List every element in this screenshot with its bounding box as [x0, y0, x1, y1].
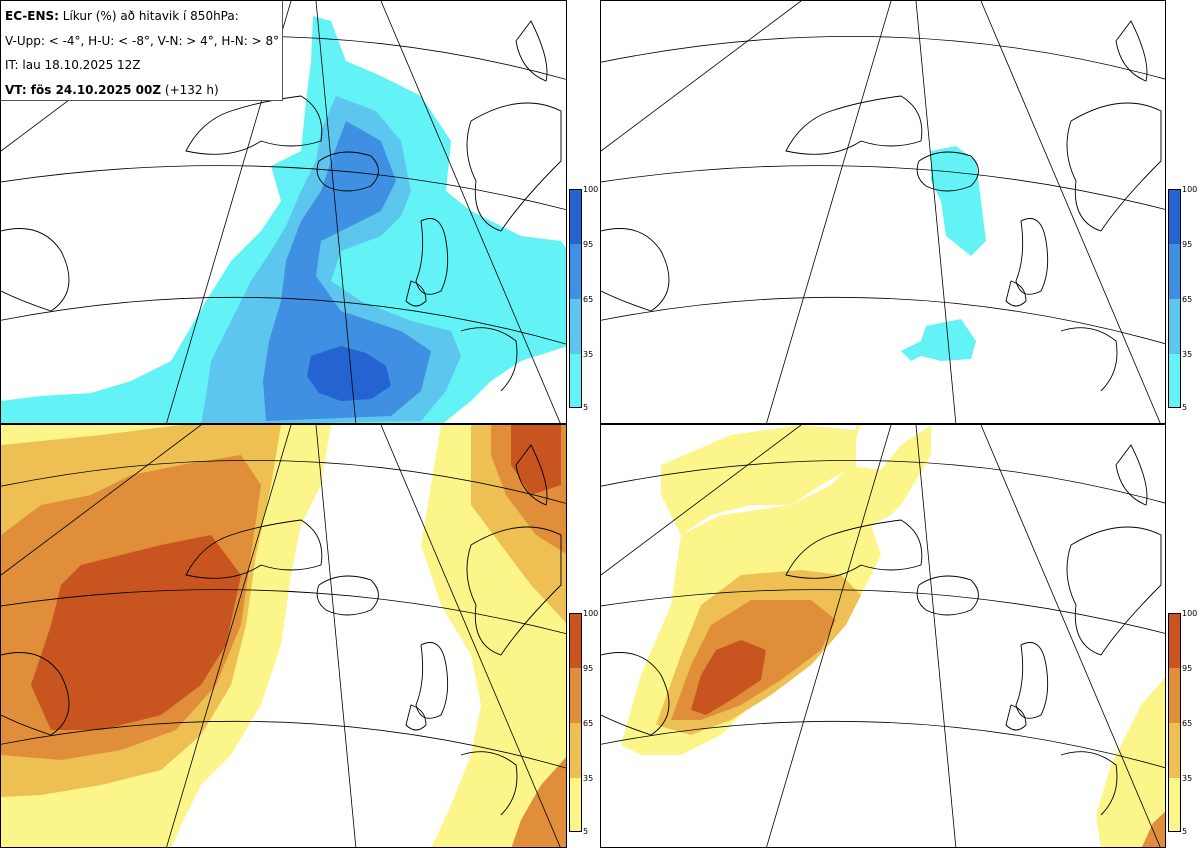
map-svg [601, 425, 1165, 847]
prob-region-5-b [901, 319, 976, 361]
cbar-tick-65: 65 [1182, 295, 1193, 304]
prob-region-5-a [931, 146, 986, 256]
colorbar-warm-1: 100 95 65 35 5 [569, 609, 599, 836]
colorbar-cold-1: 100 95 65 35 5 [569, 185, 599, 412]
coastlines [601, 444, 1162, 816]
cbar-tick-100: 100 [1182, 609, 1198, 618]
cbar-tick-95: 95 [1182, 664, 1193, 673]
map-panel-v-upp: EC-ENS: Líkur (%) að hitavik í 850hPa: V… [0, 0, 567, 424]
map-svg [1, 1, 566, 423]
lead-time: (+132 h) [164, 82, 219, 97]
map-svg [601, 1, 1165, 423]
categories-line: V-Upp: < -4°, H-U: < -8°, V-N: > 4°, H-N… [5, 33, 280, 48]
init-time: IT: lau 18.10.2025 12Z [5, 58, 141, 72]
graticule [601, 1, 1165, 423]
header-legend: EC-ENS: Líkur (%) að hitavik í 850hPa: V… [1, 1, 283, 101]
colorbar-warm-2: 100 95 65 35 5 [1168, 609, 1198, 836]
title-text: Líkur (%) að hitavik í 850hPa: [62, 9, 239, 23]
colorbar-cold-2: 100 95 65 35 5 [1168, 185, 1198, 412]
prob-region-65-se [511, 757, 566, 847]
prob-region-5-c [1096, 677, 1165, 847]
prob-region-65 [263, 121, 431, 421]
cbar-tick-95: 95 [1182, 240, 1193, 249]
cbar-tick-65: 65 [583, 719, 594, 728]
coastlines [601, 20, 1162, 392]
cbar-tick-35: 35 [583, 774, 594, 783]
graticule [1, 425, 566, 847]
prob-region-65-se [1141, 811, 1165, 847]
cbar-tick-35: 35 [1182, 350, 1193, 359]
cbar-tick-65: 65 [583, 295, 594, 304]
cbar-tick-5: 5 [1182, 403, 1188, 412]
prob-region-5 [1, 16, 566, 423]
map-panel-v-n [0, 424, 567, 848]
valid-time: VT: fös 24.10.2025 00Z [5, 82, 162, 97]
prob-region-5-b [661, 425, 856, 535]
cbar-tick-5: 5 [583, 403, 589, 412]
cbar-tick-95: 95 [583, 664, 594, 673]
cbar-tick-100: 100 [1182, 185, 1198, 194]
prob-region-95 [31, 535, 241, 730]
cbar-tick-65: 65 [1182, 719, 1193, 728]
prob-region-95-east [511, 425, 561, 495]
coastlines [1, 444, 562, 816]
cbar-tick-100: 100 [583, 185, 599, 194]
model-label: EC-ENS: [5, 9, 59, 23]
map-svg [1, 425, 566, 847]
cbar-tick-5: 5 [1182, 827, 1188, 836]
map-panel-h-u [600, 0, 1166, 424]
cbar-tick-35: 35 [583, 350, 594, 359]
prob-region-95 [307, 346, 391, 401]
cbar-tick-95: 95 [583, 240, 594, 249]
prob-region-95 [691, 640, 766, 715]
cbar-tick-100: 100 [583, 609, 599, 618]
cbar-tick-35: 35 [1182, 774, 1193, 783]
cbar-tick-5: 5 [583, 827, 589, 836]
coastlines [1, 20, 562, 392]
map-panel-h-n [600, 424, 1166, 848]
